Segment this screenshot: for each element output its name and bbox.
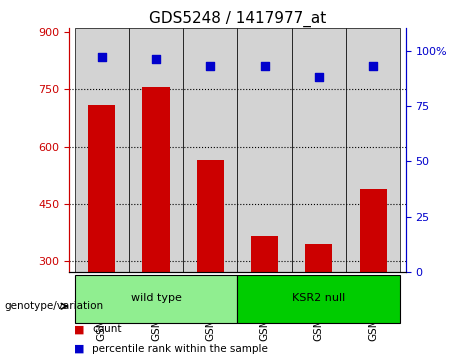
Text: genotype/variation: genotype/variation <box>5 301 104 311</box>
Bar <box>360 189 387 273</box>
Point <box>152 57 160 62</box>
Bar <box>88 104 115 273</box>
Bar <box>142 87 170 273</box>
Point <box>261 63 268 69</box>
FancyBboxPatch shape <box>237 275 400 323</box>
Point <box>98 54 106 60</box>
FancyBboxPatch shape <box>237 28 292 273</box>
Text: ■: ■ <box>74 324 84 334</box>
FancyBboxPatch shape <box>129 28 183 273</box>
Text: wild type: wild type <box>130 293 182 303</box>
FancyBboxPatch shape <box>346 28 400 273</box>
Text: ■: ■ <box>74 344 84 354</box>
Point <box>369 63 377 69</box>
FancyBboxPatch shape <box>292 28 346 273</box>
Text: KSR2 null: KSR2 null <box>292 293 345 303</box>
Bar <box>197 160 224 273</box>
Title: GDS5248 / 1417977_at: GDS5248 / 1417977_at <box>149 11 326 27</box>
Text: percentile rank within the sample: percentile rank within the sample <box>92 344 268 354</box>
Point <box>207 63 214 69</box>
FancyBboxPatch shape <box>183 28 237 273</box>
Text: count: count <box>92 324 122 334</box>
Point <box>315 74 323 80</box>
FancyBboxPatch shape <box>75 28 129 273</box>
Bar <box>251 236 278 273</box>
FancyBboxPatch shape <box>75 275 237 323</box>
Bar <box>305 244 332 273</box>
